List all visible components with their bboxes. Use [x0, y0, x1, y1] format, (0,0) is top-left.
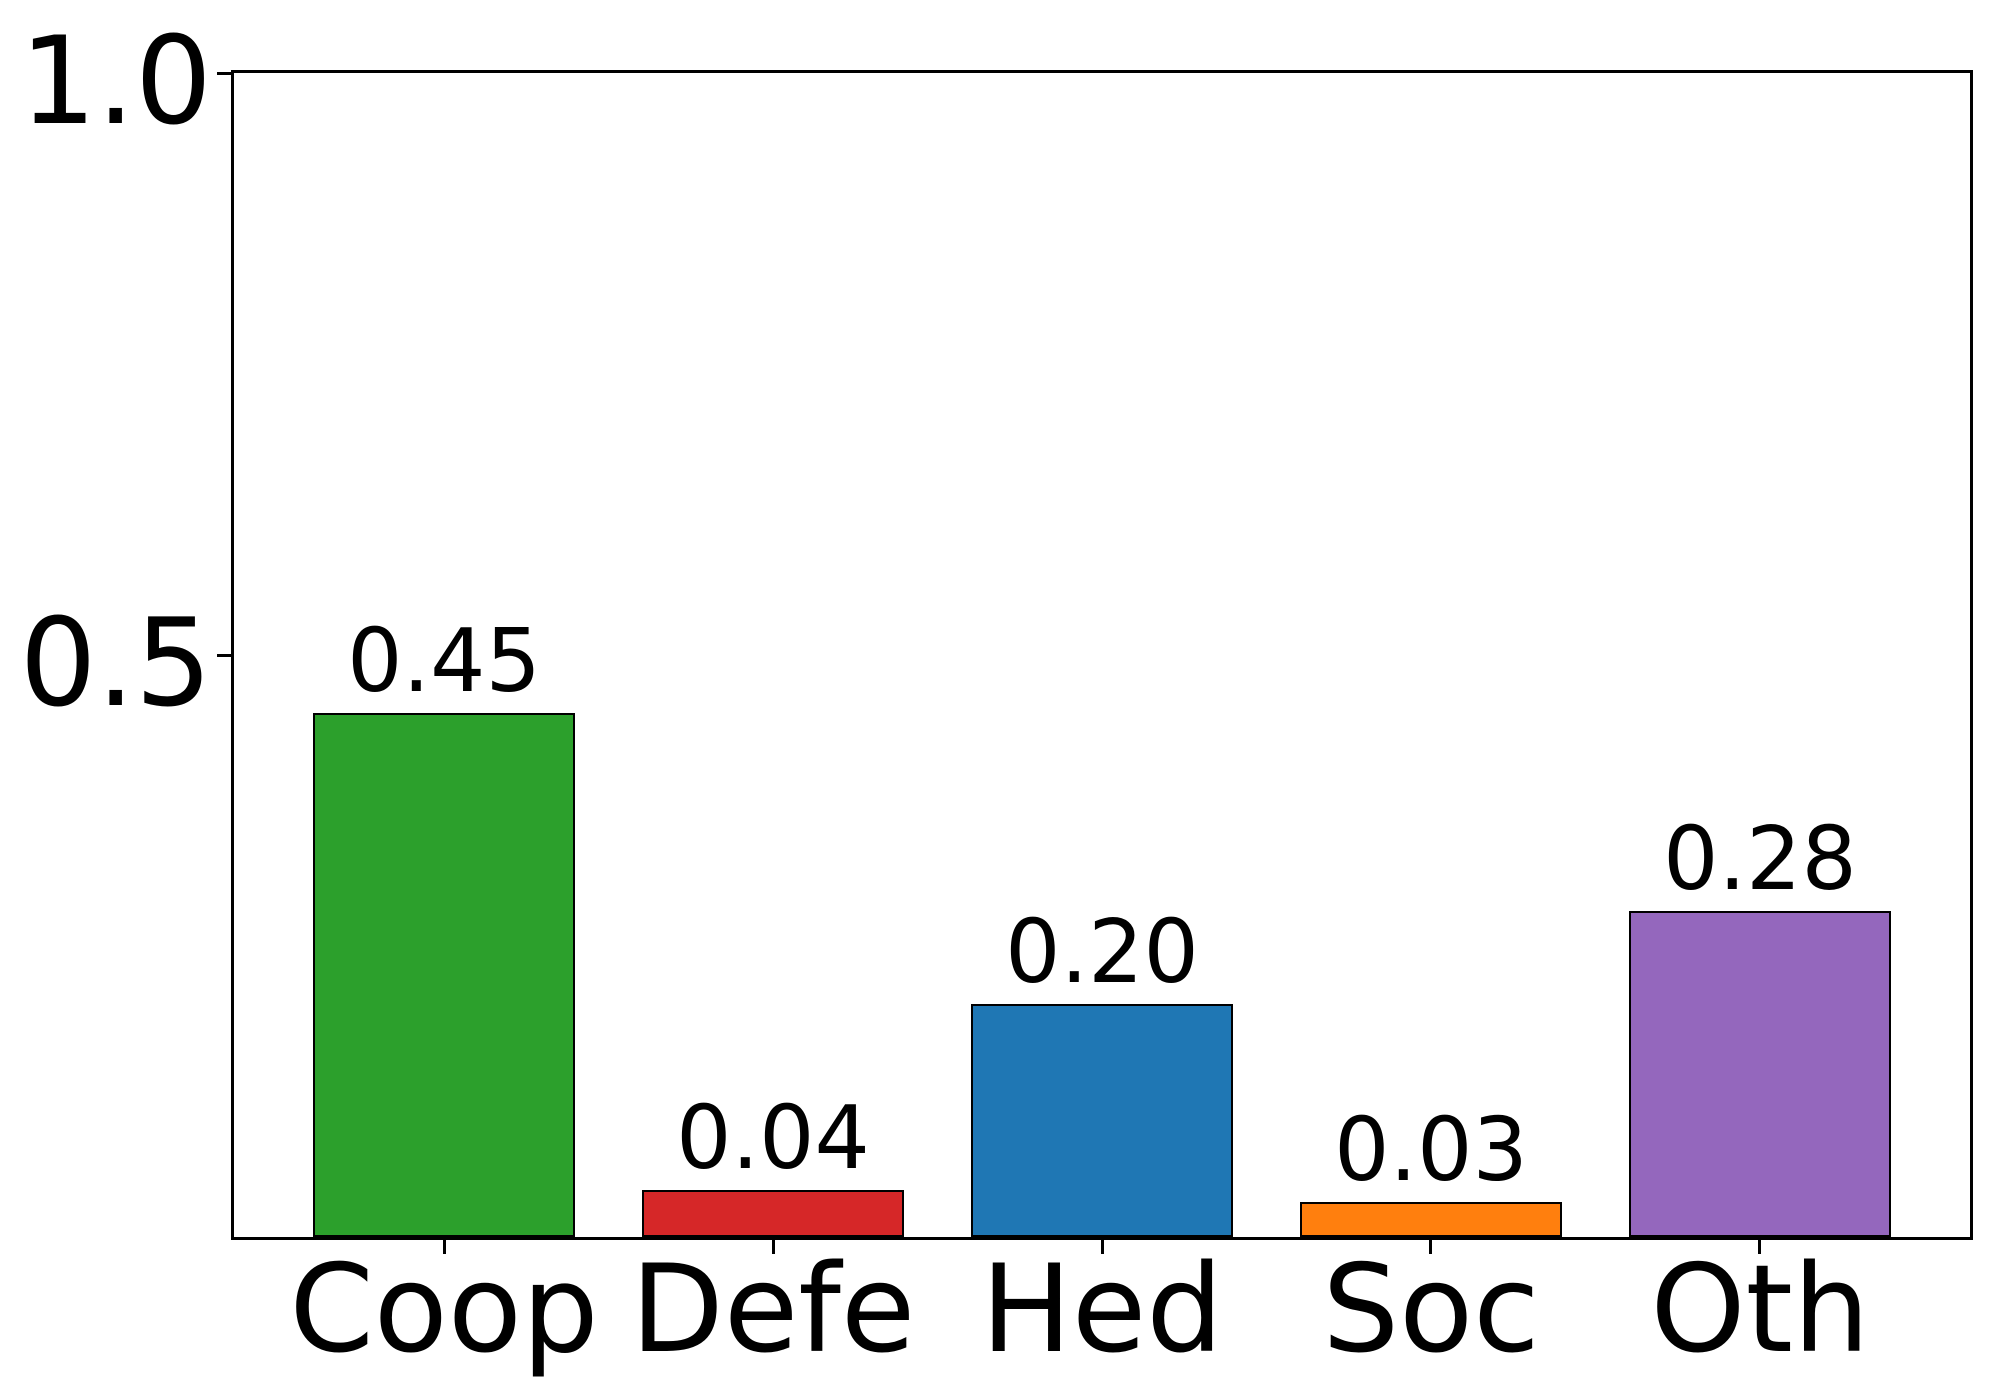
y-tick-label-0-5: 0.5	[19, 593, 212, 734]
y-tick-label-1-0: 1.0	[19, 11, 212, 152]
bar-oth	[1629, 911, 1891, 1237]
bar-soc	[1300, 1202, 1562, 1237]
y-tick-mark-1-0	[217, 72, 231, 75]
plot-area	[231, 70, 1973, 1240]
bar-coop	[313, 713, 575, 1237]
bar-hed	[971, 1004, 1233, 1237]
x-tick-label-oth: Oth	[1650, 1239, 1870, 1380]
x-tick-label-soc: Soc	[1322, 1239, 1540, 1380]
bar-defe	[642, 1190, 904, 1237]
bar-value-label-soc: 0.03	[1334, 1099, 1528, 1201]
x-tick-mark-defe	[772, 1240, 775, 1254]
bar-value-label-defe: 0.04	[676, 1087, 870, 1189]
x-tick-mark-coop	[443, 1240, 446, 1254]
bar-value-label-coop: 0.45	[347, 610, 541, 712]
x-tick-mark-hed	[1101, 1240, 1104, 1254]
x-tick-label-defe: Defe	[630, 1239, 916, 1380]
x-tick-mark-oth	[1758, 1240, 1761, 1254]
bar-value-label-hed: 0.20	[1005, 901, 1199, 1003]
x-tick-label-coop: Coop	[289, 1239, 599, 1380]
x-tick-mark-soc	[1429, 1240, 1432, 1254]
y-tick-mark-0-5	[217, 654, 231, 657]
bar-value-label-oth: 0.28	[1663, 808, 1857, 910]
x-tick-label-hed: Hed	[980, 1239, 1224, 1380]
